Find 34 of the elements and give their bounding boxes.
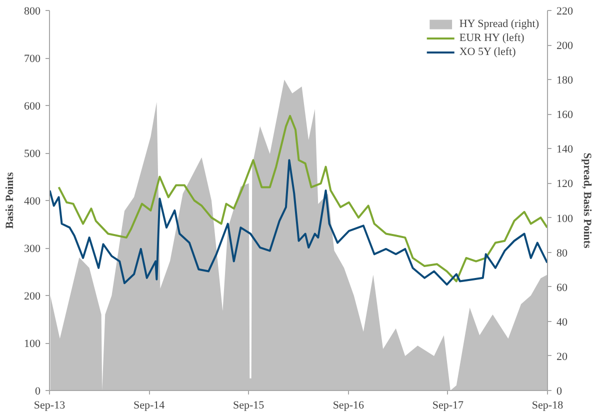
x-tick-label: Sep-15	[233, 400, 265, 412]
y-tick-label: 700	[24, 53, 41, 65]
x-tick-label: Sep-17	[432, 400, 464, 412]
legend-label: HY Spread (right)	[459, 18, 539, 30]
y-tick-label: 200	[24, 290, 41, 302]
y2-axis-title: Spread, Basis Points	[581, 152, 593, 249]
y-tick-label: 400	[24, 196, 41, 208]
y2-tick-label: 60	[556, 282, 568, 294]
y2-tick-label: 0	[556, 386, 562, 398]
y-axis-title: Basis Points	[4, 172, 16, 229]
y-tick-label: 300	[24, 243, 41, 255]
y2-tick-label: 220	[556, 6, 574, 18]
x-tick-label: Sep-16	[332, 400, 364, 412]
line-series	[50, 159, 548, 286]
y-tick-label: 600	[24, 100, 41, 112]
x-tick-label: Sep-14	[133, 400, 166, 412]
y2-tick-label: 100	[556, 212, 574, 225]
legend-label: XO 5Y (left)	[459, 46, 516, 58]
y-tick-label: 100	[24, 338, 41, 350]
legend-label: EUR HY (left)	[459, 32, 524, 44]
line-series	[58, 114, 548, 282]
y2-tick-label: 140	[556, 144, 574, 156]
x-tick-label: Sep-13	[34, 400, 66, 412]
y2-tick-label: 40	[556, 316, 568, 328]
y-tick-label: 500	[24, 148, 41, 160]
y2-tick-label: 180	[556, 74, 574, 87]
y-tick-label: 800	[24, 6, 41, 18]
y2-tick-label: 200	[556, 40, 574, 52]
y2-tick-label: 160	[556, 109, 574, 122]
x-tick-label: Sep-18	[532, 400, 564, 412]
y2-tick-label: 20	[556, 350, 568, 363]
y2-tick-label: 120	[556, 178, 574, 190]
y2-tick-label: 80	[556, 247, 568, 260]
y-tick-label: 0	[35, 386, 41, 398]
